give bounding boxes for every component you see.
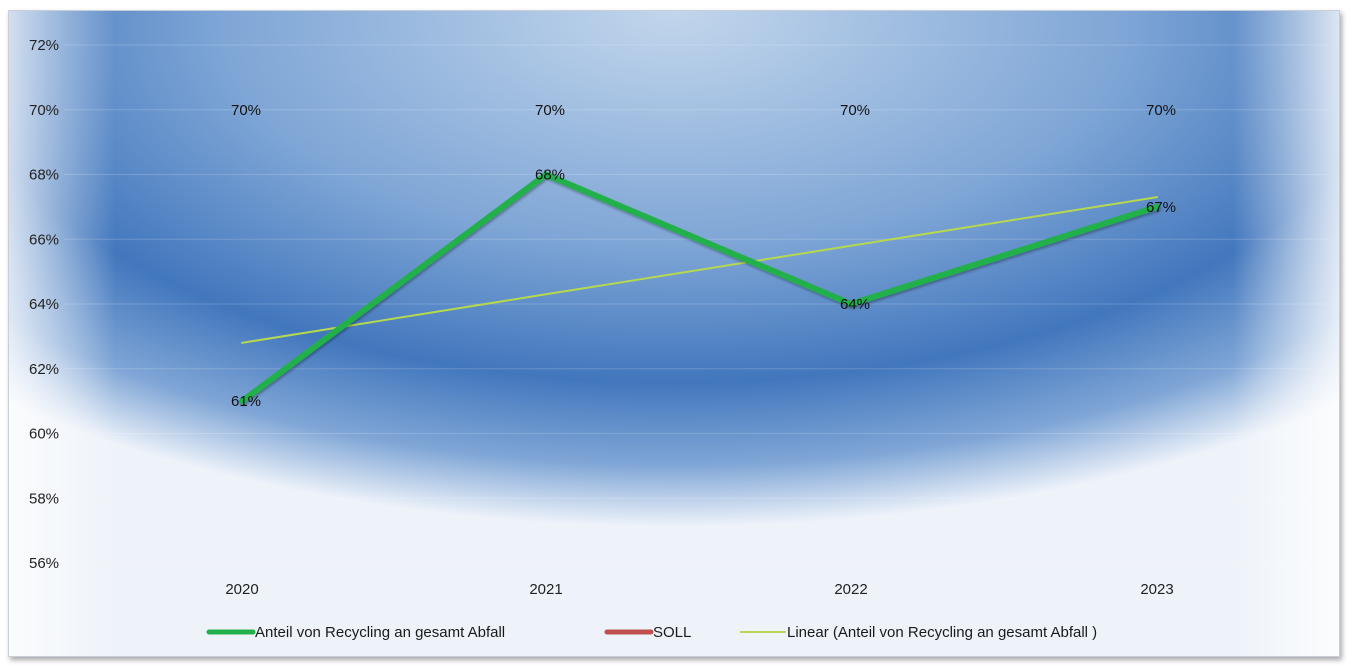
y-tick-label: 64% [29,296,59,313]
x-tick-label: 2022 [834,581,867,598]
chart-container: 72% 70% 68% 66% 64% 62% 60% 58% 56% 2020 2021 2022… [8,10,1340,657]
x-tick-label: 2023 [1140,581,1173,598]
y-tick-label: 60% [29,426,59,443]
line-chart: 72% 70% 68% 66% 64% 62% 60% 58% 56% 2020 2021 2022… [9,11,1339,656]
data-labels: 61% 68% 64% 67% 70% 70% 70% 70% [231,102,1176,410]
y-tick-label: 62% [29,361,59,378]
x-tick-label: 2021 [529,581,562,598]
y-axis: 72% 70% 68% 66% 64% 62% 60% 58% 56% [29,37,59,572]
y-tick-label: 70% [29,102,59,119]
recycling-data-label: 67% [1146,199,1176,216]
recycling-series-line [239,171,1160,405]
y-tick-label: 58% [29,490,59,507]
y-tick-label: 56% [29,555,59,572]
recycling-data-label: 64% [840,296,870,313]
plot-edge-fade [9,11,1339,656]
grid-lines [64,44,1329,564]
y-tick-label: 66% [29,231,59,248]
legend-label: Linear (Anteil von Recycling an gesamt A… [787,624,1097,641]
soll-data-label: 70% [840,102,870,119]
x-tick-label: 2020 [225,581,258,598]
soll-data-label: 70% [231,102,261,119]
legend-label: SOLL [653,624,691,641]
y-tick-label: 68% [29,167,59,184]
x-axis: 2020 2021 2022 2023 [225,581,1173,598]
soll-data-label: 70% [535,102,565,119]
legend: Anteil von Recycling an gesamt Abfall SOL… [206,624,1097,641]
series-group [239,107,1160,405]
legend-label: Anteil von Recycling an gesamt Abfall [255,624,505,641]
recycling-data-label: 61% [231,393,261,410]
trendline-series-line [241,196,1158,344]
soll-data-label: 70% [1146,102,1176,119]
recycling-data-label: 68% [535,167,565,184]
y-tick-label: 72% [29,37,59,54]
